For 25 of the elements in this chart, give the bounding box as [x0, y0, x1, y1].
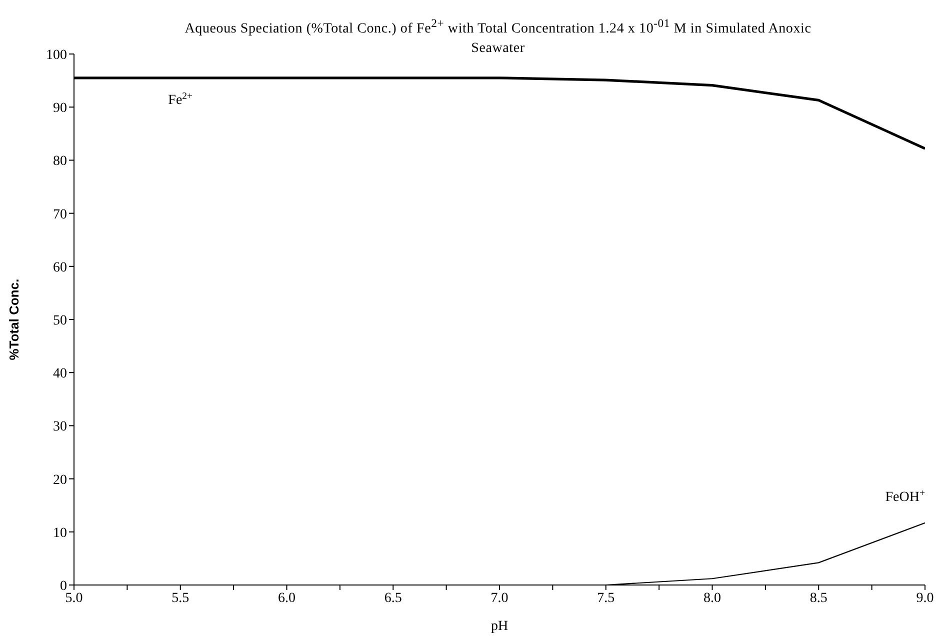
x-tick-label: 6.5 — [384, 590, 402, 606]
x-tick-label: 8.0 — [704, 590, 721, 606]
y-tick-label: 60 — [53, 260, 67, 276]
y-tick-label: 20 — [53, 472, 67, 488]
y-tick-label: 10 — [53, 526, 67, 541]
y-tick-label: 70 — [53, 207, 67, 222]
y-tick-label: 100 — [46, 48, 67, 63]
y-axis-title: %Total Conc. — [6, 278, 22, 360]
x-tick-label: 5.5 — [172, 590, 190, 606]
x-tick-label: 7.5 — [597, 590, 615, 606]
y-tick-label: 80 — [53, 154, 67, 170]
x-tick-label: 6.0 — [278, 590, 296, 606]
y-tick-label: 50 — [53, 313, 67, 328]
y-tick-label: 90 — [53, 101, 67, 116]
x-tick-label: 8.5 — [810, 590, 828, 606]
x-axis-title: pH — [490, 619, 508, 634]
series-label: FeOH$^{+}$ — [885, 487, 926, 505]
series-label: Fe$^{2+}$ — [168, 90, 194, 108]
y-tick-label: 40 — [53, 366, 67, 382]
x-tick-label: 9.0 — [916, 590, 934, 606]
y-tick-label: 30 — [53, 420, 67, 435]
x-tick-label: 5.0 — [65, 590, 83, 606]
x-tick-label: 7.0 — [490, 590, 508, 606]
chart-title: Aqueous Speciation (%Total Conc.) of Fe$^{2+}$ with Total Concentration 1.24 x 10$^{-01}$ M in Simulated Anoxic Seawater — [184, 17, 812, 56]
y-tick-label: 0 — [60, 578, 67, 594]
